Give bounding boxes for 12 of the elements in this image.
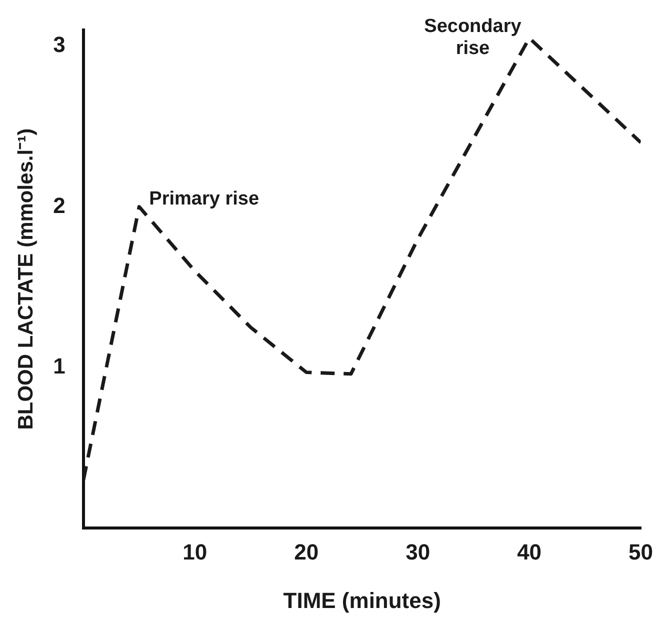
x-tick-label: 20: [294, 539, 319, 564]
annotation: Primary rise: [149, 188, 260, 210]
y-tick-label: 1: [53, 354, 66, 379]
y-tick-label: 3: [53, 32, 66, 58]
x-tick-label: 10: [182, 539, 208, 564]
x-tick-label: 30: [406, 539, 430, 564]
annotation: Secondary rise: [424, 16, 522, 59]
y-axis-title: BLOOD LACTATE (mmoles.l⁻¹): [14, 128, 38, 430]
x-tick-label: 40: [517, 539, 542, 564]
y-tick-label: 2: [53, 192, 66, 218]
x-axis-title: TIME (minutes): [283, 588, 441, 613]
x-tick-label: 50: [628, 539, 654, 564]
